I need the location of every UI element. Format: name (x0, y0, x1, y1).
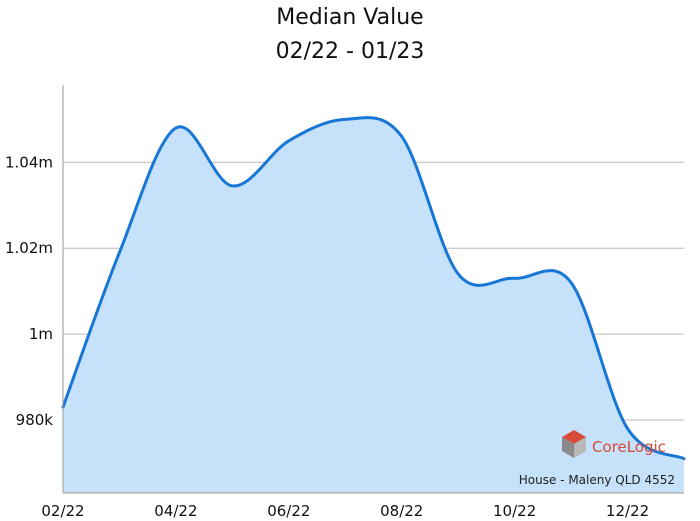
x-tick-label: 04/22 (154, 502, 197, 520)
x-tick-label: 02/22 (41, 502, 84, 520)
axis-layer: 980k 1m 1.02m 1.04m 02/22 04/22 06/22 08/22 10/2… (5, 85, 684, 520)
corelogic-logo-text: CoreLogic (592, 438, 666, 456)
x-tick-label: 06/22 (267, 502, 310, 520)
data-point-08/22 (399, 134, 405, 140)
data-point-03/22 (116, 249, 122, 255)
data-point-10/22 (512, 275, 518, 281)
corelogic-logo: CoreLogic (562, 430, 666, 458)
series-area-fill (63, 117, 684, 493)
chart-subtitle: 02/22 - 01/23 (276, 39, 425, 64)
x-tick-label: 12/22 (606, 502, 649, 520)
data-point-04/22 (173, 125, 179, 131)
data-point-07/22 (342, 116, 348, 122)
series-layer (61, 116, 687, 493)
y-tick-label: 1.02m (5, 239, 53, 257)
y-tick-label: 980k (16, 411, 54, 429)
data-point-06/22 (286, 138, 292, 144)
data-point-11/22 (568, 280, 574, 286)
x-tick-label: 10/22 (493, 502, 536, 520)
x-tick-label: 08/22 (380, 502, 423, 520)
chart-footnote: House - Maleny QLD 4552 (519, 473, 675, 487)
series-line (61, 116, 686, 461)
y-tick-label: 1m (29, 325, 53, 343)
chart-title: Median Value (276, 5, 423, 30)
data-point-09/22 (455, 271, 461, 277)
data-point-12/22 (625, 426, 631, 432)
data-point-05/22 (229, 183, 235, 189)
y-tick-label: 1.04m (5, 153, 53, 171)
data-point-01/23 (681, 456, 687, 462)
corelogic-cube-icon (562, 430, 586, 458)
